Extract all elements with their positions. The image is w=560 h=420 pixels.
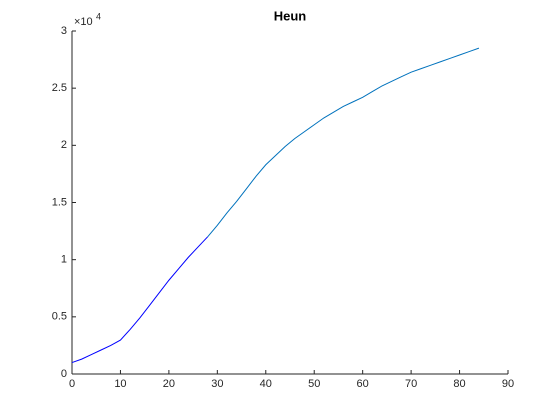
x-tick-label: 0 bbox=[69, 378, 75, 390]
x-tick-label: 90 bbox=[502, 378, 514, 390]
y-tick-label: 3 bbox=[61, 25, 67, 37]
x-tick-label: 60 bbox=[357, 378, 369, 390]
x-tick-label: 70 bbox=[405, 378, 417, 390]
x-tick-label: 80 bbox=[453, 378, 465, 390]
y-tick-label: 1.5 bbox=[52, 196, 67, 208]
x-tick-label: 30 bbox=[211, 378, 223, 390]
y-tick-label: 2 bbox=[61, 139, 67, 151]
line-series bbox=[207, 47, 480, 238]
y-tick-label: 1 bbox=[61, 254, 67, 266]
y-tick-label: 0.5 bbox=[52, 311, 67, 323]
x-tick-label: 10 bbox=[114, 378, 126, 390]
x-tick-label: 40 bbox=[260, 378, 272, 390]
x-tick-label: 50 bbox=[308, 378, 320, 390]
y-exponent-base: ×10 bbox=[74, 16, 93, 28]
x-tick-label: 20 bbox=[163, 378, 175, 390]
y-tick-label: 0 bbox=[61, 368, 67, 380]
chart-title: Heun bbox=[274, 8, 307, 23]
y-tick-label: 2.5 bbox=[52, 82, 67, 94]
y-exponent: 4 bbox=[96, 11, 101, 21]
line-series bbox=[71, 236, 209, 364]
